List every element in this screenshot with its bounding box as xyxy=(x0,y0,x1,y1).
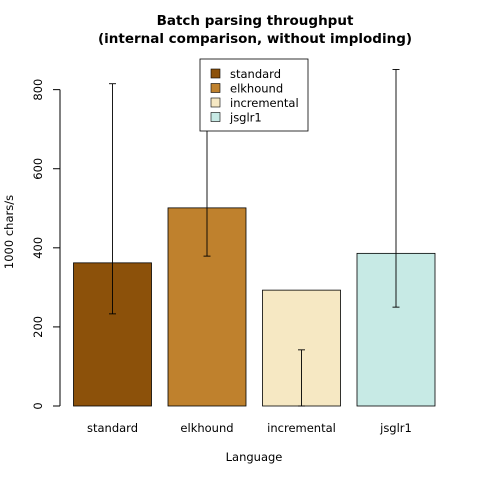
chart-title-line1: Batch parsing throughput xyxy=(157,13,354,29)
y-tick-label-400: 400 xyxy=(31,237,45,259)
legend-swatch-incremental xyxy=(210,97,221,108)
y-axis-label: 1000 chars/s xyxy=(2,195,16,269)
legend-label-standard: standard xyxy=(230,67,281,81)
x-tick-label-incremental: incremental xyxy=(267,421,336,435)
legend-swatch-jsglr1 xyxy=(210,112,221,122)
x-axis-label: Language xyxy=(226,450,283,464)
legend-swatch-standard xyxy=(210,68,221,79)
error-bars-group xyxy=(109,69,400,407)
y-tick-label-0: 0 xyxy=(31,402,45,409)
x-tick-label-elkhound: elkhound xyxy=(180,421,233,435)
y-ticks-group: 0 200 400 600 800 xyxy=(31,79,60,410)
chart-title-line2: (internal comparison, without imploding) xyxy=(98,31,412,47)
y-tick-label-200: 200 xyxy=(31,316,45,338)
y-tick-label-600: 600 xyxy=(31,158,45,180)
legend-label-jsglr1: jsglr1 xyxy=(229,111,262,125)
legend-label-incremental: incremental xyxy=(230,96,299,110)
legend-label-elkhound: elkhound xyxy=(230,82,283,96)
x-tick-label-jsglr1: jsglr1 xyxy=(379,421,412,435)
legend-swatch-elkhound xyxy=(210,83,221,93)
x-ticks-group: standard elkhound incremental jsglr1 xyxy=(87,421,412,435)
x-tick-label-standard: standard xyxy=(87,421,138,435)
bars-group xyxy=(73,207,436,407)
y-tick-label-800: 800 xyxy=(31,79,45,101)
bar-incremental xyxy=(262,289,341,407)
